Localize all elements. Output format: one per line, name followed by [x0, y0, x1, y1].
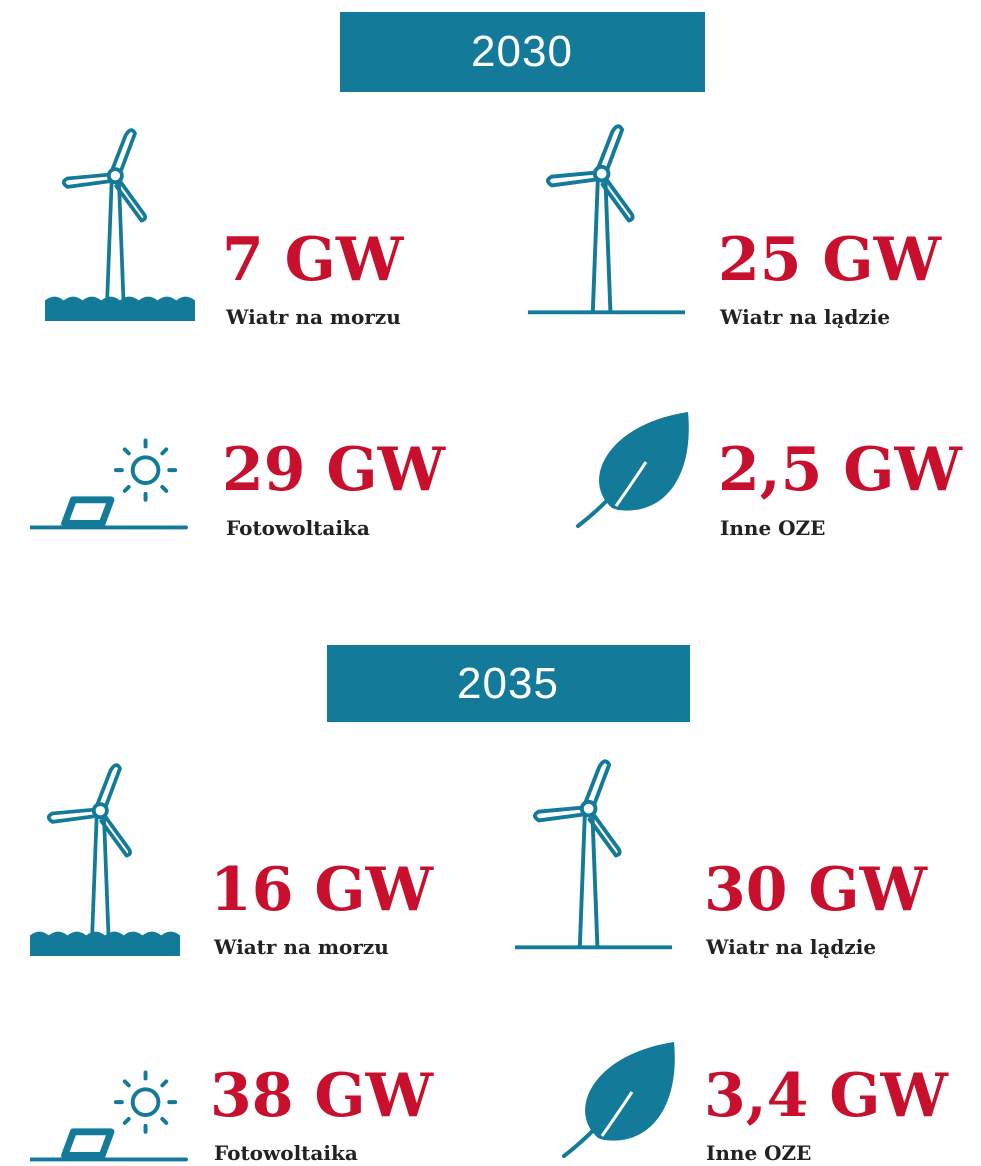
onshore-icon [515, 761, 671, 947]
label: Wiatr na lądzie [705, 935, 876, 959]
leaf-icon [576, 410, 691, 528]
value: 25 GW [718, 225, 943, 295]
pv-icon [30, 441, 186, 528]
value: 3,4 GW [704, 1061, 950, 1131]
year-box [340, 12, 705, 92]
year-box [327, 645, 690, 722]
onshore-icon [528, 126, 684, 312]
offshore-icon [45, 130, 195, 321]
value: 29 GW [222, 435, 447, 505]
value: 2,5 GW [718, 435, 964, 505]
label: Inne OZE [720, 516, 825, 540]
year: 2030 [471, 27, 573, 76]
label: Inne OZE [706, 1141, 811, 1165]
leaf-icon [562, 1040, 677, 1158]
label: Wiatr na morzu [213, 935, 389, 959]
pv-icon [30, 1073, 186, 1160]
value: 7 GW [222, 225, 405, 295]
value: 38 GW [210, 1061, 435, 1131]
offshore-icon [30, 765, 180, 956]
value: 30 GW [704, 855, 929, 925]
label: Fotowoltaika [226, 516, 370, 540]
label: Fotowoltaika [214, 1141, 358, 1165]
value: 16 GW [210, 855, 435, 925]
year: 2035 [457, 659, 559, 708]
label: Wiatr na morzu [225, 305, 401, 329]
label: Wiatr na lądzie [719, 305, 890, 329]
